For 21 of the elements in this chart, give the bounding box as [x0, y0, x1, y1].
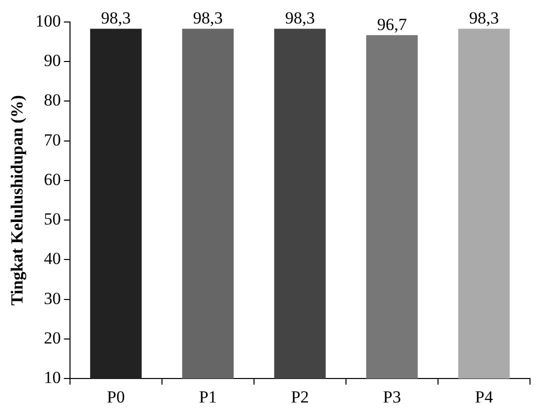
- x-tick-label: P2: [290, 387, 309, 406]
- y-tick-label: 90: [44, 51, 61, 70]
- y-axis-title: Tingkat Kelulushidupan (%): [8, 95, 27, 306]
- data-label: 98,3: [469, 8, 499, 28]
- y-tick-label: 70: [44, 130, 61, 150]
- data-label: 96,7: [377, 15, 408, 34]
- y-tick-label: 20: [44, 328, 61, 348]
- x-tick-label: P1: [198, 387, 217, 406]
- y-tick-label: 80: [44, 90, 61, 110]
- x-tick-label: P3: [382, 387, 401, 406]
- data-label: 98,3: [193, 8, 223, 28]
- x-tick-label: P4: [475, 387, 494, 406]
- y-tick-label: 10: [44, 368, 61, 388]
- data-label: 98,3: [285, 8, 315, 28]
- y-tick-label: 60: [44, 170, 61, 189]
- y-tick-label: 30: [44, 288, 61, 308]
- data-label: 98,3: [101, 8, 131, 28]
- y-tick-label: 40: [44, 249, 61, 268]
- y-tick-label: 100: [35, 11, 61, 30]
- y-tick-label: 50: [44, 210, 61, 229]
- x-tick-label: P0: [106, 387, 125, 406]
